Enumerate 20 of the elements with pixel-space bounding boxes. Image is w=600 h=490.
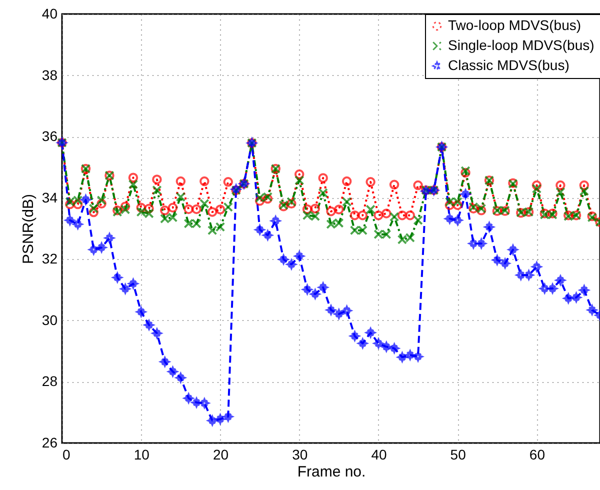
x-tick-label: 10 — [134, 446, 150, 462]
y-tick-label: 40 — [42, 6, 58, 22]
x-tick-label: 30 — [292, 446, 308, 462]
y-tick-label: 38 — [42, 66, 58, 83]
y-tick-label: 30 — [42, 312, 58, 328]
x-axis-title: Frame no. — [297, 464, 366, 480]
x-tick-label: 20 — [212, 446, 229, 462]
x-tick-label: 0 — [62, 446, 70, 462]
y-tick-label: 32 — [42, 250, 58, 267]
y-tick-label: 28 — [42, 373, 58, 390]
x-tick-label: 60 — [529, 446, 546, 462]
x-tick-label: 50 — [450, 446, 466, 462]
y-axis-title: PSNR(dB) — [20, 194, 37, 264]
y-tick-label: 36 — [42, 128, 58, 144]
y-tick-label: 34 — [42, 189, 58, 206]
legend-label: Classic MDVS(bus) — [448, 57, 570, 73]
y-tick-label: 26 — [42, 434, 58, 450]
legend-label: Two-loop MDVS(bus) — [448, 17, 582, 33]
legend-label: Single-loop MDVS(bus) — [448, 37, 594, 53]
x-tick-label: 40 — [371, 446, 387, 462]
